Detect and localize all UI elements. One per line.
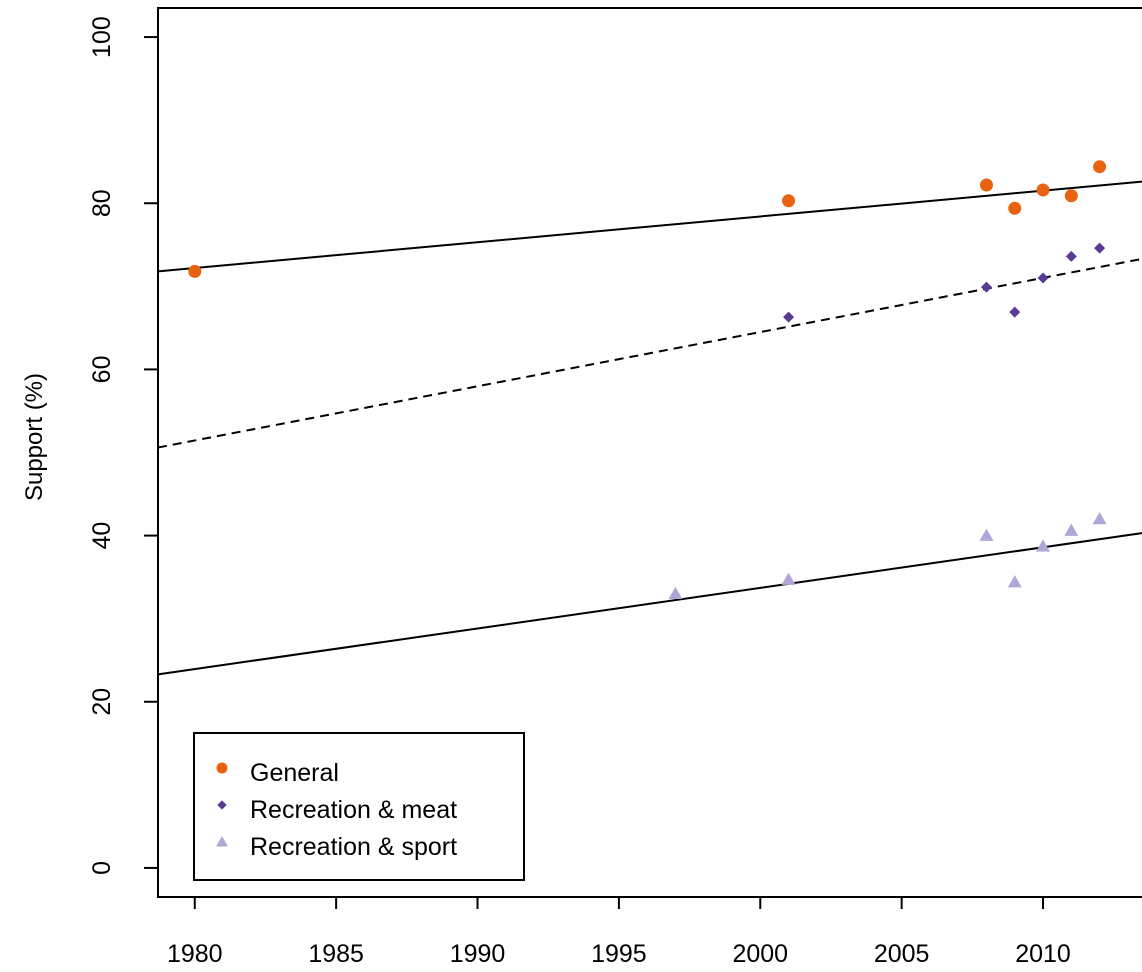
x-tick-label: 2005	[874, 940, 930, 968]
y-tick-label: 0	[88, 861, 116, 875]
y-tick-label: 80	[88, 189, 116, 217]
trend-line-recreation-meat	[157, 257, 1142, 449]
trend-line-general	[157, 180, 1142, 273]
trend-line-recreation-sport	[157, 532, 1142, 676]
y-tick-label: 40	[88, 522, 116, 550]
legend-label-recreation-sport: Recreation & sport	[250, 833, 457, 861]
y-tick-label: 60	[88, 356, 116, 384]
y-tick-label: 20	[88, 688, 116, 716]
data-point-general	[1093, 160, 1107, 174]
trend-lines	[157, 180, 1142, 676]
data-point-recreation-meat	[1009, 306, 1021, 318]
data-point-general	[782, 194, 796, 208]
x-tick-label: 1990	[450, 940, 506, 968]
y-tick-label: 100	[88, 16, 116, 58]
data-point-general	[188, 264, 202, 278]
legend-label-general: General	[250, 759, 339, 787]
data-point-recreation-sport	[1064, 523, 1079, 536]
x-tick-label: 1985	[308, 940, 364, 968]
plot-frame	[157, 7, 1142, 898]
data-point-recreation-sport	[781, 572, 796, 585]
legend-marker-recreation-sport	[216, 836, 228, 847]
data-point-recreation-sport	[668, 586, 683, 599]
legend-box	[193, 732, 525, 881]
legend-label-recreation-meat: Recreation & meat	[250, 796, 457, 824]
axes: 1980 1985 1990 1995 2000 2005 2010 0 20 40 60 80 100	[88, 7, 1142, 968]
y-axis-label: Support (%)	[21, 373, 48, 501]
x-tick-label: 1980	[167, 940, 223, 968]
data-point-general	[979, 178, 993, 192]
x-tick-label: 2010	[1015, 940, 1071, 968]
data-point-recreation-meat	[1037, 272, 1049, 284]
data-point-recreation-sport	[1092, 511, 1107, 525]
data-point-recreation-meat	[1094, 242, 1106, 254]
data-point-general	[1036, 183, 1050, 197]
data-point-recreation-sport	[979, 528, 994, 541]
data-point-general	[1008, 201, 1022, 215]
x-tick-label: 1995	[591, 940, 647, 968]
data-points	[188, 160, 1107, 599]
data-point-general	[1064, 189, 1078, 203]
data-point-recreation-meat	[980, 281, 992, 293]
legend-marker-general	[216, 762, 228, 774]
data-point-recreation-meat	[783, 311, 795, 323]
data-point-recreation-sport	[1036, 539, 1051, 552]
data-point-recreation-meat	[1065, 250, 1077, 262]
x-tick-label: 2000	[732, 940, 788, 968]
data-point-recreation-sport	[1007, 575, 1022, 588]
legend: General Recreation & meat Recreation & spo…	[193, 732, 525, 881]
legend-marker-recreation-meat	[217, 800, 227, 810]
